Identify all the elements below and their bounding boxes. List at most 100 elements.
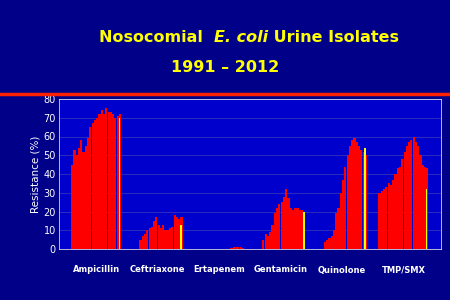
Bar [360, 150, 362, 249]
Text: Ampicillin: Ampicillin [72, 266, 120, 274]
Bar [415, 142, 417, 249]
Bar [267, 236, 269, 249]
Text: Quinolone: Quinolone [318, 266, 366, 274]
Bar [413, 136, 415, 249]
Bar [262, 240, 265, 249]
Bar [271, 225, 274, 249]
Bar [96, 118, 98, 249]
Bar [164, 230, 166, 249]
Bar [151, 226, 153, 249]
Y-axis label: Resistance (%): Resistance (%) [31, 135, 40, 213]
Text: Ertapenem: Ertapenem [193, 266, 245, 274]
Bar [278, 204, 280, 249]
Bar [174, 215, 176, 249]
Bar [406, 146, 408, 249]
Bar [349, 146, 351, 249]
Bar [78, 148, 80, 249]
Bar [108, 112, 110, 249]
Bar [103, 114, 105, 249]
Bar [85, 146, 87, 249]
Bar [110, 112, 112, 249]
Bar [82, 152, 85, 249]
Bar [358, 146, 360, 249]
Bar [235, 247, 237, 249]
Bar [144, 234, 146, 249]
Bar [364, 148, 366, 249]
Bar [119, 114, 121, 249]
Bar [276, 208, 278, 249]
Bar [426, 189, 428, 249]
Text: Nosocomial: Nosocomial [99, 30, 208, 45]
Text: TMP/SMX: TMP/SMX [382, 266, 425, 274]
Bar [397, 168, 399, 249]
Bar [71, 165, 73, 249]
Bar [346, 155, 349, 249]
Bar [242, 248, 244, 249]
Bar [239, 247, 242, 249]
Bar [344, 167, 346, 249]
Bar [299, 210, 301, 249]
Bar [283, 196, 285, 249]
Bar [92, 123, 94, 249]
Bar [237, 247, 239, 249]
Bar [169, 228, 171, 249]
Bar [233, 247, 235, 249]
Bar [178, 219, 180, 249]
Bar [117, 116, 119, 249]
Bar [265, 234, 267, 249]
Bar [303, 212, 305, 249]
Text: Ceftriaxone: Ceftriaxone [130, 266, 185, 274]
Bar [417, 146, 419, 249]
Bar [404, 152, 405, 249]
Bar [160, 228, 162, 249]
Bar [408, 142, 410, 249]
Bar [351, 140, 353, 249]
Bar [390, 185, 392, 249]
Text: Urine Isolates: Urine Isolates [268, 30, 399, 45]
Bar [269, 232, 271, 249]
Bar [399, 167, 401, 249]
Bar [112, 114, 114, 249]
Bar [158, 225, 160, 249]
Bar [230, 248, 233, 249]
Bar [285, 189, 287, 249]
Bar [424, 167, 426, 249]
Bar [180, 217, 183, 249]
Bar [394, 174, 396, 249]
Bar [118, 118, 120, 249]
Bar [333, 230, 335, 249]
Bar [410, 140, 413, 249]
Bar [419, 155, 422, 249]
Bar [426, 168, 428, 249]
Bar [274, 213, 276, 249]
Bar [401, 159, 403, 249]
Bar [303, 212, 306, 249]
Bar [94, 120, 96, 249]
Bar [381, 191, 383, 249]
Bar [148, 228, 151, 249]
Bar [87, 138, 89, 249]
Bar [385, 187, 387, 249]
Bar [340, 193, 342, 249]
Bar [290, 208, 292, 249]
Bar [335, 213, 338, 249]
Bar [114, 118, 117, 249]
Bar [89, 127, 91, 249]
Bar [166, 230, 169, 249]
Bar [292, 210, 294, 249]
Bar [105, 108, 108, 249]
Bar [378, 193, 381, 249]
Bar [328, 238, 330, 249]
Bar [142, 236, 144, 249]
Bar [331, 236, 333, 249]
Bar [176, 217, 178, 249]
Bar [80, 140, 82, 249]
Bar [392, 180, 394, 249]
Text: 1991 – 2012: 1991 – 2012 [171, 60, 279, 75]
Bar [99, 114, 100, 249]
Bar [365, 155, 367, 249]
Bar [288, 198, 289, 249]
Bar [387, 183, 390, 249]
Bar [294, 208, 297, 249]
Text: Gentamicin: Gentamicin [253, 266, 307, 274]
